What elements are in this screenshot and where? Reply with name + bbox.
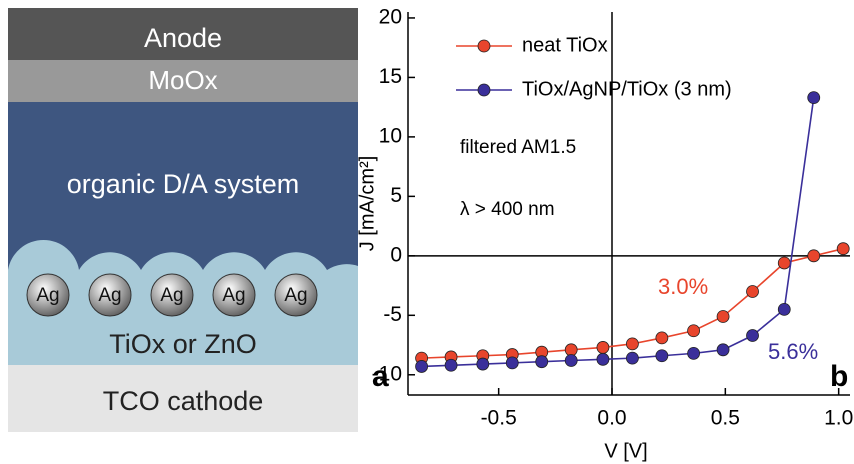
y-tick-label: 5 [390, 184, 402, 207]
data-point [596, 341, 610, 354]
data-point [716, 343, 730, 357]
particles: Ag Ag Ag Ag Ag [26, 273, 318, 317]
tco-layer [8, 365, 358, 432]
data-point [746, 329, 759, 342]
annotation: filtered AM1.5 [460, 137, 576, 158]
anode-layer [8, 8, 358, 60]
y-tick-label: 10 [379, 124, 402, 147]
annotation: 5.6% [768, 339, 818, 364]
data-point [626, 337, 639, 351]
y-tick-label: 20 [379, 5, 402, 28]
data-point [564, 354, 578, 367]
y-tick-label: 15 [379, 65, 402, 88]
data-point [746, 285, 759, 298]
data-point [564, 343, 578, 357]
data-point [807, 91, 821, 105]
data-point [655, 331, 669, 345]
legend-label: TiOx/AgNP/TiOx (3 nm) [522, 78, 732, 100]
device-diagram: Anode MoOx organic D/A system TiOx or Zn… [8, 8, 389, 432]
data-point [444, 358, 458, 372]
legend-label: neat TiOx [522, 34, 608, 56]
y-tick-label: 0 [390, 243, 402, 266]
layer-label: MoOx [148, 65, 217, 95]
data-point [687, 324, 700, 338]
data-point [687, 346, 700, 360]
chart: -10 -5 0 5 10 15 20 -0.5 0.0 0.5 1.0 V [V] J [mA/cm²… [356, 5, 853, 462]
ag-particle [274, 273, 318, 317]
ag-particle [88, 273, 132, 317]
data-point [836, 242, 850, 256]
data-point [415, 360, 429, 373]
ag-particle [212, 273, 256, 317]
layer-label: TiOx or ZnO [109, 329, 257, 359]
data-point [476, 357, 490, 371]
particle-label: Ag [284, 285, 307, 306]
data-point [777, 256, 791, 270]
legend-marker [477, 39, 491, 53]
layer-label: Anode [144, 23, 222, 53]
moox-layer [8, 60, 358, 102]
panel-label: b [830, 360, 848, 393]
x-tick-label: 0.5 [711, 407, 740, 430]
x-tick-label: 0.0 [597, 407, 626, 430]
y-axis-label: J [mA/cm²] [356, 156, 378, 252]
data-point [716, 310, 730, 323]
annotation: λ > 400 nm [460, 199, 555, 220]
particle-label: Ag [222, 285, 245, 306]
legend-marker [477, 83, 491, 97]
layer-label: TCO cathode [103, 386, 264, 416]
y-tick-label: -10 [372, 362, 402, 385]
layer-label: organic D/A system [67, 169, 300, 199]
ag-particle [150, 273, 194, 317]
particle-label: Ag [98, 285, 121, 306]
particle-label: Ag [36, 285, 59, 306]
x-tick-label: 1.0 [824, 407, 853, 430]
data-point [655, 349, 669, 363]
annotation: 3.0% [658, 274, 708, 299]
x-axis-label: V [V] [604, 440, 647, 462]
data-point [535, 355, 549, 369]
data-point [626, 351, 639, 365]
panel-label: a [372, 360, 389, 393]
data-point [807, 249, 821, 263]
data-point [777, 302, 791, 316]
y-tick-label: -5 [383, 303, 402, 326]
particle-label: Ag [160, 285, 183, 306]
data-point [505, 356, 519, 370]
data-point [596, 352, 610, 366]
ag-particle [26, 273, 70, 317]
x-tick-label: -0.5 [481, 407, 517, 430]
